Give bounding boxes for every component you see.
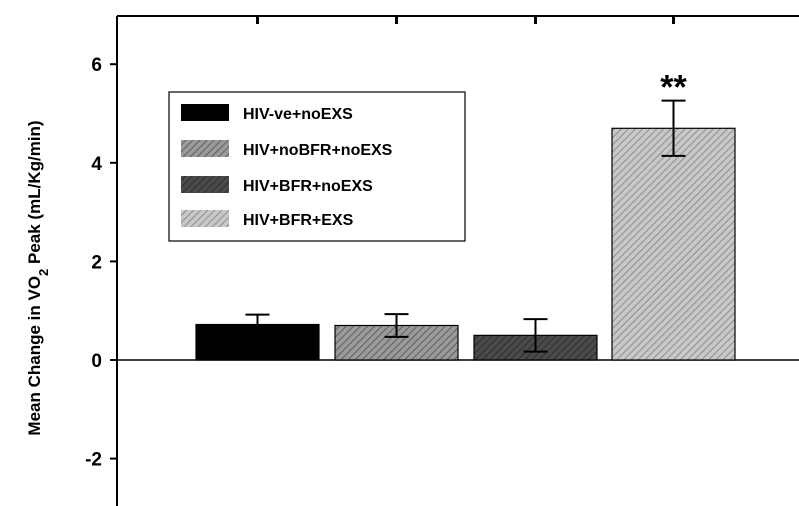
y-tick-label-1: 0 [91, 351, 102, 372]
error-bars [245, 99, 686, 353]
y-axis-label-subscript: 2 [36, 269, 51, 276]
legend-label-2: HIV+BFR+noEXS [243, 178, 373, 195]
y-tick-label-2: 2 [91, 252, 102, 273]
legend-label-1: HIV+noBFR+noEXS [243, 142, 393, 159]
bar-3 [611, 127, 736, 361]
legend-swatch-3 [181, 210, 229, 227]
y-axis-label-main: Mean Change in VO [25, 276, 44, 436]
y-axis-label: Mean Change in VO2 Peak (mL/Kg/min) [25, 120, 51, 435]
legend: HIV-ve+noEXS HIV+noBFR+noEXS HIV+BFR+noE… [168, 91, 466, 242]
y-tick-label-0: -2 [85, 450, 102, 471]
legend-swatch-1 [181, 140, 229, 157]
y-axis-label-unit: Peak (mL/Kg/min) [25, 120, 44, 268]
legend-label-3: HIV+BFR+EXS [243, 212, 354, 229]
legend-swatch-0 [181, 104, 229, 121]
y-tick-label-4: 6 [91, 55, 102, 76]
y-tick-label-3: 4 [91, 154, 102, 175]
significance-annotation-0: ** [660, 69, 687, 107]
legend-label-0: HIV-ve+noEXS [243, 106, 353, 123]
bars [195, 127, 736, 361]
legend-swatch-2 [181, 176, 229, 193]
annotations: ** [660, 69, 687, 107]
